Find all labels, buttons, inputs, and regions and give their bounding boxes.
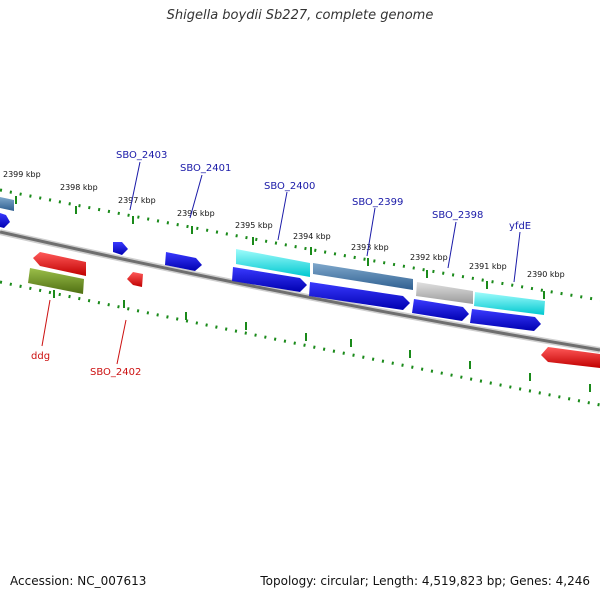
gene-label-sbo-2403[interactable]: SBO_2403 [116, 150, 167, 161]
gene-arrow-reverse[interactable] [541, 347, 600, 368]
gene-label-sbo-2398[interactable]: SBO_2398 [432, 210, 483, 221]
accession-text: Accession: NC_007613 [10, 574, 147, 588]
gene-arrow-yfde-a[interactable] [474, 292, 545, 315]
gene-arrow-sbo-2400-b[interactable] [232, 267, 307, 292]
gene-arrow-sbo-2398-a[interactable] [416, 282, 473, 304]
gene-label-sbo-2401[interactable]: SBO_2401 [180, 163, 231, 174]
gene-arrow[interactable] [0, 213, 10, 228]
kbp-label: 2393 kbp [351, 243, 389, 252]
kbp-label: 2399 kbp [3, 170, 41, 179]
gene-arrow[interactable] [0, 197, 14, 211]
major-ticks [15, 196, 591, 392]
kbp-label: 2390 kbp [527, 270, 565, 279]
gene-arrow-reverse[interactable] [33, 252, 86, 276]
gene-label-sbo-2402[interactable]: SBO_2402 [90, 367, 141, 378]
genome-backbone-core [0, 230, 600, 352]
kbp-label: 2397 kbp [118, 196, 156, 205]
kbp-label: 2396 kbp [177, 209, 215, 218]
kbp-label: 2398 kbp [60, 183, 98, 192]
genome-summary-text: Topology: circular; Length: 4,519,823 bp… [260, 574, 590, 588]
kbp-label: 2392 kbp [410, 253, 448, 262]
gene-arrow-ddg[interactable] [28, 268, 84, 294]
gene-arrow-sbo-2403[interactable] [113, 242, 128, 255]
gene-arrow-sbo-2402[interactable] [127, 272, 143, 287]
gene-label-sbo-2400[interactable]: SBO_2400 [264, 181, 315, 192]
gene-arrow-sbo-2400-a[interactable] [236, 249, 310, 277]
gene-label-sbo-2399[interactable]: SBO_2399 [352, 197, 403, 208]
gene-label-ddg[interactable]: ddg [31, 351, 50, 362]
map-title: Shigella boydii Sb227, complete genome [166, 8, 434, 23]
gene-label-yfde[interactable]: yfdE [509, 221, 531, 232]
gene-arrow-sbo-2399-a[interactable] [313, 263, 413, 290]
kbp-label: 2395 kbp [235, 221, 273, 230]
gene-arrow-yfde-b[interactable] [470, 309, 541, 331]
gene-arrow-sbo-2401[interactable] [165, 252, 202, 271]
gene-arrow-sbo-2398-b[interactable] [412, 299, 469, 321]
kbp-label: 2391 kbp [469, 262, 507, 271]
label-leaders [41, 161, 521, 365]
gene-arrow-sbo-2399-b[interactable] [309, 282, 410, 310]
kbp-label: 2394 kbp [293, 232, 331, 241]
